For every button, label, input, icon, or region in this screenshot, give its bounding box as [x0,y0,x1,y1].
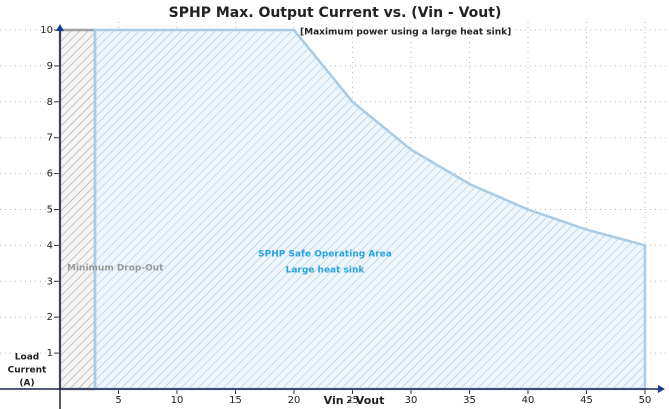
x-tick-label: 10 [171,395,184,406]
y-axis-label: Load [15,353,39,363]
y-axis-label: Current [8,366,47,376]
y-tick-label: 4 [47,240,53,251]
y-tick-label: 8 [47,97,53,108]
x-tick-label: 15 [229,395,242,406]
x-tick-label: 35 [463,395,476,406]
area [93,28,647,391]
axis-arrow [658,385,665,393]
x-tick-label: 50 [639,395,652,406]
x-tick-label: 25 [346,395,359,406]
y-tick-label: 3 [47,276,53,287]
area-label: SPHP Safe Operating Area [258,250,392,260]
annotation: [Maximum power using a large heat sink] [300,28,511,38]
y-tick-label: 6 [47,169,53,180]
y-tick-label: 1 [47,348,53,359]
x-tick-label: 5 [115,395,121,406]
y-axis-label: (A) [19,379,34,389]
chart-title: SPHP Max. Output Current vs. (Vin - Vout… [169,5,502,21]
y-tick-label: 10 [40,25,53,36]
area-label: Minimum Drop-Out [67,264,164,274]
annotation: Large heat sink [286,266,366,276]
y-tick-label: 5 [47,205,53,216]
area [58,28,97,391]
x-axis-label: Vin - Vout [324,394,385,407]
x-tick-label: 30 [405,395,418,406]
y-tick-label: 7 [47,133,53,144]
x-tick-label: 45 [580,395,593,406]
x-tick-label: 40 [522,395,535,406]
y-tick-label: 9 [47,61,53,72]
axis-arrow [56,24,64,31]
y-tick-label: 2 [47,312,53,323]
x-tick-label: 20 [288,395,301,406]
